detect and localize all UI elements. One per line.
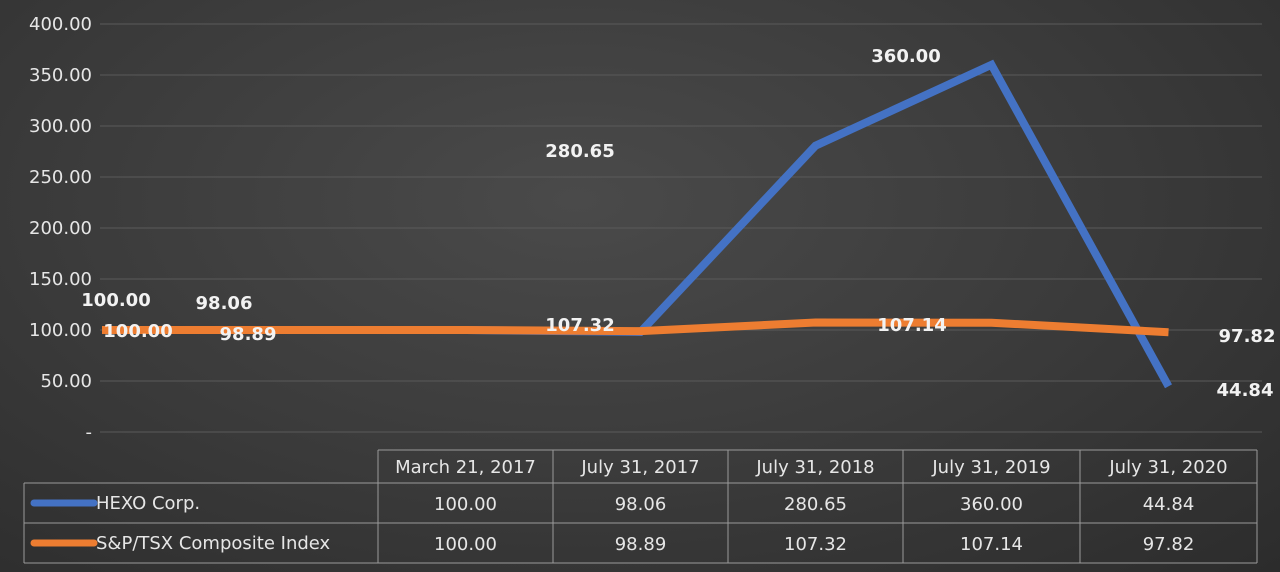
table-cell: 98.06 [615,494,667,515]
x-tick-label: July 31, 2017 [580,457,699,478]
y-tick-label: 300.00 [29,116,92,137]
y-tick-label: 150.00 [29,269,92,290]
table-cell: 280.65 [784,494,847,515]
data-label: 100.00 [103,321,172,342]
y-tick-label: 100.00 [29,320,92,341]
data-label: 107.32 [545,315,614,336]
table-cell: 97.82 [1143,534,1195,555]
data-label: 360.00 [871,46,940,67]
series-tsx [102,318,1169,337]
series-line [102,318,1169,337]
data-label: 98.89 [220,324,277,345]
table-cell: 107.14 [960,534,1023,555]
x-tick-label: March 21, 2017 [395,457,536,478]
data-labels: 100.00 98.06 280.65 360.00 44.84 100.00 98.89 1… [81,46,1275,401]
gridlines [100,23,1262,433]
table-cell: 107.32 [784,534,847,555]
y-axis: - 50.00 100.00 150.00 200.00 250.00 300.00 350.… [29,14,92,443]
y-tick-label: 350.00 [29,65,92,86]
legend-entry: HEXO Corp. [96,493,200,514]
y-tick-label: - [86,422,93,443]
table-cell: 100.00 [434,534,497,555]
y-tick-label: 250.00 [29,167,92,188]
data-label: 97.82 [1219,326,1276,347]
y-tick-label: 200.00 [29,218,92,239]
table-cell: 360.00 [960,494,1023,515]
table-cell: 98.89 [615,534,667,555]
x-tick-label: July 31, 2018 [755,457,874,478]
legend-entry: S&P/TSX Composite Index [96,533,331,554]
x-tick-label: July 31, 2019 [931,457,1050,478]
data-label: 280.65 [545,141,614,162]
data-label: 107.14 [877,315,946,336]
data-label: 98.06 [196,293,253,314]
data-label: 44.84 [1217,380,1274,401]
y-tick-label: 50.00 [40,371,92,392]
data-label: 100.00 [81,290,150,311]
table-cell: 100.00 [434,494,497,515]
x-tick-label: July 31, 2020 [1108,457,1227,478]
y-tick-label: 400.00 [29,14,92,35]
data-table: March 21, 2017 July 31, 2017 July 31, 2018… [23,449,1258,564]
table-cell: 44.84 [1143,494,1195,515]
